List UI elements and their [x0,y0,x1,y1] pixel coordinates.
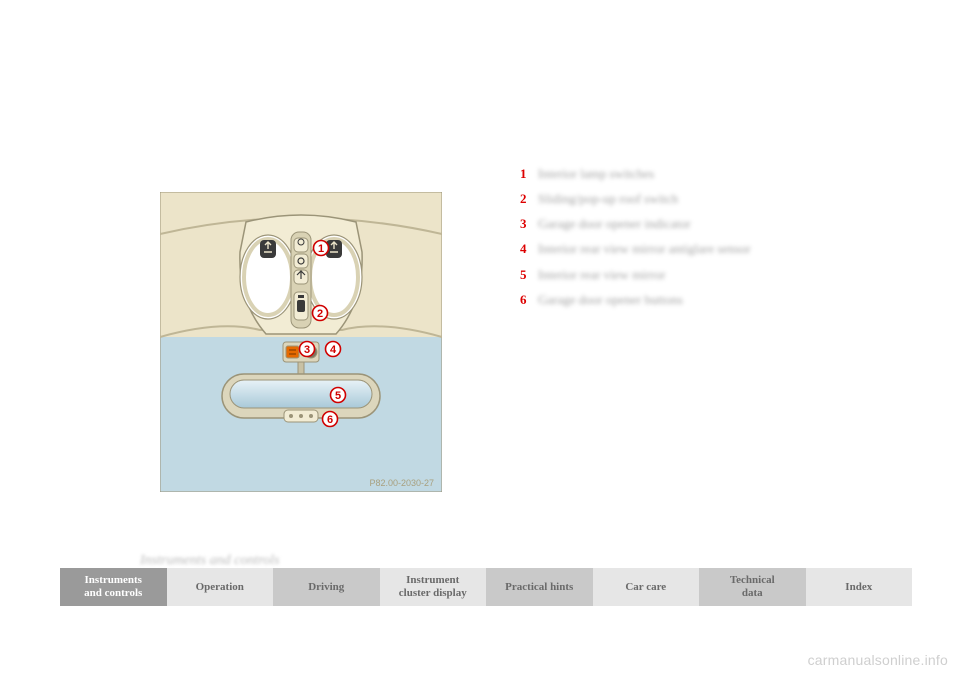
part-number: 1 [520,164,538,184]
tab-label: Operation [196,581,244,594]
section-heading: Instruments and controls [140,553,279,569]
part-number: 2 [520,189,538,209]
tab-technical-data[interactable]: Technicaldata [699,568,806,606]
part-number: 4 [520,239,538,259]
illustration-svg: P82.00-2030-27 1 2 3 4 5 6 [160,192,442,492]
tab-label: cluster display [399,587,467,599]
svg-text:6: 6 [327,414,333,426]
tab-operation[interactable]: Operation [167,568,274,606]
tab-driving[interactable]: Driving [273,568,380,606]
tab-instruments-controls[interactable]: Instrumentsand controls [60,568,167,606]
tab-label: Car care [625,581,666,594]
watermark: carmanualsonline.info [808,652,948,668]
tab-instrument-cluster-display[interactable]: Instrumentcluster display [380,568,487,606]
parts-list: 1 Interior lamp switches 2 Sliding/pop-u… [520,164,751,315]
tab-label: Instrument [406,574,459,586]
svg-text:5: 5 [335,390,341,402]
svg-text:2: 2 [317,308,323,320]
tab-label: data [742,587,763,599]
tab-practical-hints[interactable]: Practical hints [486,568,593,606]
svg-text:1: 1 [318,243,324,255]
parts-list-item: 2 Sliding/pop-up roof switch [520,189,751,209]
part-number: 5 [520,265,538,285]
part-number: 6 [520,290,538,310]
tab-label: Instruments [85,574,142,586]
parts-list-item: 3 Garage door opener indicator [520,214,751,234]
parts-list-item: 6 Garage door opener buttons [520,290,751,310]
overhead-console-illustration: P82.00-2030-27 1 2 3 4 5 6 [160,192,442,492]
parts-list-item: 1 Interior lamp switches [520,164,751,184]
tab-label: Technical [730,574,775,586]
tab-label: Practical hints [505,581,573,594]
tab-label: Driving [308,581,344,594]
manual-page: P82.00-2030-27 1 2 3 4 5 6 1 Interior la… [0,0,960,678]
tab-index[interactable]: Index [806,568,913,606]
part-label: Sliding/pop-up roof switch [538,189,678,209]
chapter-tabbar: Instrumentsand controls Operation Drivin… [60,568,912,606]
tab-label: Index [845,581,872,594]
tab-car-care[interactable]: Car care [593,568,700,606]
part-number: 3 [520,214,538,234]
part-label: Garage door opener indicator [538,214,691,234]
part-label: Garage door opener buttons [538,290,683,310]
parts-list-item: 4 Interior rear view mirror antiglare se… [520,239,751,259]
illustration-code: P82.00-2030-27 [369,478,434,488]
svg-text:3: 3 [304,344,310,356]
part-label: Interior lamp switches [538,164,654,184]
part-label: Interior rear view mirror [538,265,665,285]
svg-text:4: 4 [330,344,337,356]
parts-list-item: 5 Interior rear view mirror [520,265,751,285]
part-label: Interior rear view mirror antiglare sens… [538,239,751,259]
tab-label: and controls [84,587,142,599]
